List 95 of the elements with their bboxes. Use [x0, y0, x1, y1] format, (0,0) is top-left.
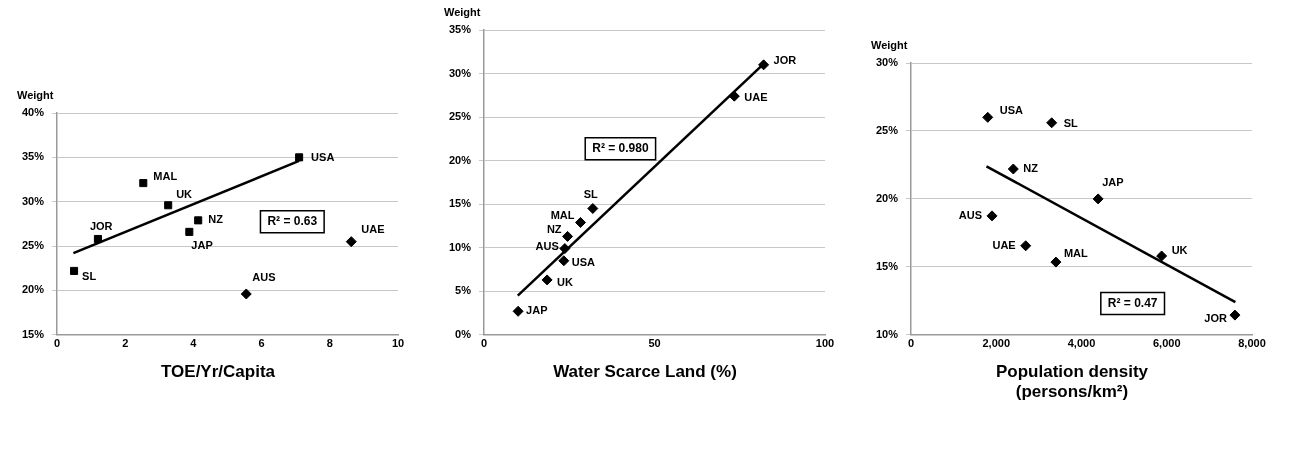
data-label: AUS — [252, 271, 276, 284]
x-tick-label: 4,000 — [1067, 337, 1096, 350]
x-axis-title: TOE/Yr/Capita — [161, 362, 275, 382]
point — [194, 216, 203, 225]
x-axis-title: Population density (persons/km²) — [994, 362, 1150, 402]
point — [1046, 117, 1058, 129]
point — [1229, 309, 1241, 321]
x-tick-label: 0 — [480, 337, 488, 350]
x-tick-label: 6,000 — [1152, 337, 1181, 350]
data-label: UAE — [361, 222, 385, 235]
data-label: JAP — [191, 238, 213, 251]
data-label: UK — [176, 188, 193, 201]
x-tick-label: 100 — [815, 337, 835, 350]
y-tick-label: 15% — [875, 259, 899, 272]
point — [139, 179, 148, 188]
x-tick-label: 50 — [648, 337, 661, 350]
point — [345, 236, 357, 248]
x-tick-label: 8 — [326, 337, 333, 350]
point — [185, 227, 194, 236]
point — [295, 153, 304, 162]
y-tick-label: 30% — [875, 56, 899, 69]
data-label: SL — [583, 187, 599, 200]
point — [240, 288, 252, 300]
y-tick-label: 0% — [455, 327, 472, 340]
data-label: UK — [1171, 244, 1188, 257]
point — [541, 274, 553, 286]
point — [1092, 193, 1104, 205]
data-label: UAE — [744, 91, 768, 104]
y-tick-label: 15% — [448, 197, 472, 210]
annotation: R² = 0.47 — [1107, 295, 1158, 310]
x-tick-label: 10 — [391, 337, 405, 350]
data-label: UAE — [992, 238, 1016, 251]
data-label: MAL — [153, 170, 178, 183]
data-label: NZ — [1023, 162, 1039, 175]
y-axis-title: Weight — [444, 5, 481, 18]
point — [558, 255, 570, 267]
annotation: R² = 0.63 — [267, 213, 318, 228]
y-tick-label: 20% — [875, 191, 899, 204]
data-label: USA — [571, 255, 596, 268]
y-tick-label: 25% — [448, 110, 472, 123]
x-tick-label: 8,000 — [1238, 337, 1266, 350]
x-tick-label: 6 — [258, 337, 265, 350]
x-axis-title: Water Scarce Land (%) — [553, 362, 737, 382]
y-tick-label: 15% — [21, 327, 45, 340]
data-label: NZ — [208, 213, 224, 226]
x-tick-label: 0 — [907, 337, 915, 350]
annotation: R² = 0.980 — [592, 141, 649, 156]
y-tick-label: 30% — [21, 194, 45, 207]
data-label: NZ — [546, 223, 562, 236]
point — [1020, 240, 1032, 252]
data-label: JOR — [89, 220, 113, 233]
y-tick-label: 35% — [21, 150, 45, 163]
point — [562, 230, 574, 242]
data-label: USA — [999, 104, 1024, 117]
x-tick-label: 0 — [53, 337, 61, 350]
y-tick-label: 5% — [455, 284, 472, 297]
data-label: USA — [311, 151, 335, 164]
y-axis-title: Weight — [17, 88, 54, 101]
point — [1050, 256, 1062, 268]
y-tick-label: 35% — [448, 23, 472, 36]
y-tick-label: 40% — [21, 106, 45, 119]
x-tick-label: 2,000 — [982, 337, 1011, 350]
y-tick-label: 10% — [875, 327, 899, 340]
y-tick-label: 10% — [448, 240, 472, 253]
data-label: SL — [1063, 116, 1079, 129]
data-label: MAL — [550, 209, 575, 222]
point — [164, 201, 173, 210]
y-tick-label: 25% — [21, 239, 45, 252]
point — [1156, 250, 1168, 262]
data-label: UK — [557, 275, 574, 288]
data-label: AUS — [535, 239, 559, 252]
data-label: JAP — [526, 304, 548, 317]
data-label: JOR — [773, 53, 797, 66]
y-tick-label: 25% — [875, 123, 899, 136]
point — [587, 203, 599, 215]
data-label: JOR — [1204, 312, 1227, 325]
point — [986, 210, 998, 222]
point — [93, 234, 102, 244]
data-label: SL — [82, 269, 97, 282]
data-label: AUS — [958, 208, 982, 221]
point — [575, 216, 587, 228]
point — [559, 243, 571, 255]
data-label: JAP — [1102, 175, 1124, 188]
point — [758, 59, 770, 71]
point — [512, 305, 524, 317]
y-tick-label: 30% — [448, 66, 472, 79]
y-axis-title: Weight — [871, 38, 908, 51]
point — [1007, 163, 1019, 175]
y-tick-label: 20% — [21, 283, 45, 296]
x-tick-label: 2 — [122, 337, 129, 350]
x-tick-label: 4 — [190, 337, 198, 350]
point — [70, 266, 79, 275]
y-tick-label: 20% — [448, 153, 472, 166]
data-label: MAL — [1063, 247, 1089, 260]
point — [982, 111, 994, 123]
